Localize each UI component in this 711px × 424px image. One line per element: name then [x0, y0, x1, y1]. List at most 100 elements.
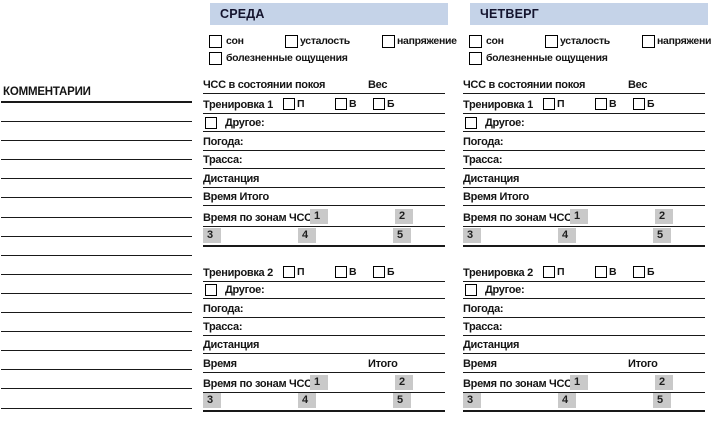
weather-label: Погода: — [203, 136, 244, 148]
training2-label: Тренировка 2 — [203, 267, 273, 279]
zone-4-box: 4 — [558, 228, 576, 243]
comment-line — [1, 198, 192, 218]
pain-label: болезненные ощущения — [486, 52, 608, 64]
pain-checkbox[interactable] — [469, 52, 482, 65]
tension-label: напряжение — [397, 35, 457, 47]
bike-checkbox[interactable] — [595, 98, 607, 110]
fatigue-label: усталость — [300, 35, 350, 47]
distance-row: Дистанция — [463, 169, 705, 188]
zone-3-box: 3 — [463, 228, 481, 243]
weight-label: Вес — [368, 79, 388, 91]
swim-label: П — [557, 266, 565, 278]
zone-2-box: 2 — [655, 375, 673, 390]
other-label: Другое: — [225, 284, 265, 296]
zone-1-box: 1 — [570, 375, 588, 390]
rest-hr-weight-row: ЧСС в состоянии покоя Вес — [463, 78, 705, 94]
tension-checkbox[interactable] — [642, 35, 655, 48]
run-checkbox[interactable] — [373, 98, 385, 110]
symptoms-row-2: болезненные ощущения — [203, 50, 445, 65]
swim-checkbox[interactable] — [283, 266, 295, 278]
comments-ruled-area — [1, 103, 192, 409]
time-total-row: Время Итого — [203, 188, 445, 206]
other-checkbox[interactable] — [205, 117, 217, 129]
run-checkbox[interactable] — [633, 266, 645, 278]
hr-zones-row-b: 3 4 5 — [203, 227, 445, 247]
training1-row: Тренировка 1 П В Б — [463, 94, 705, 114]
track-row: Трасса: — [463, 151, 705, 169]
zone-5-box: 5 — [393, 228, 411, 243]
track-row: Трасса: — [203, 151, 445, 169]
zone-2-box: 2 — [395, 375, 413, 390]
bike-checkbox[interactable] — [595, 266, 607, 278]
bike-label: В — [349, 98, 357, 110]
run-label: Б — [387, 266, 395, 278]
run-checkbox[interactable] — [633, 98, 645, 110]
swim-checkbox[interactable] — [283, 98, 295, 110]
time-total-row: Время Итого — [463, 188, 705, 206]
zone-2-box: 2 — [395, 209, 413, 224]
comment-line — [1, 275, 192, 294]
zone-3-box: 3 — [203, 228, 221, 243]
pain-label: болезненные ощущения — [226, 52, 348, 64]
zone-1-box: 1 — [310, 375, 328, 390]
zone-4-box: 4 — [298, 393, 316, 408]
zone-2-box: 2 — [655, 209, 673, 224]
other-checkbox[interactable] — [205, 284, 217, 296]
day-title: ЧЕТВЕРГ — [480, 7, 539, 21]
zone-3-box: 3 — [463, 393, 481, 408]
comment-line — [1, 294, 192, 314]
distance-row: Дистанция — [203, 169, 445, 188]
hr-zones-row-a: Время по зонам ЧСС 1 2 — [463, 373, 705, 393]
comments-title-underline — [1, 101, 192, 103]
swim-label: П — [297, 98, 305, 110]
weather-row: Погода: — [463, 132, 705, 151]
other-label: Другое: — [485, 284, 525, 296]
other-checkbox[interactable] — [465, 117, 477, 129]
sleep-checkbox[interactable] — [209, 35, 222, 48]
distance-label: Дистанция — [203, 173, 260, 185]
swim-checkbox[interactable] — [543, 98, 555, 110]
comment-line — [1, 160, 192, 180]
comment-line — [1, 370, 192, 390]
fatigue-checkbox[interactable] — [545, 35, 558, 48]
sleep-checkbox[interactable] — [469, 35, 482, 48]
distance-row: Дистанция — [463, 336, 705, 354]
swim-checkbox[interactable] — [543, 266, 555, 278]
comment-line — [1, 141, 192, 161]
bike-checkbox[interactable] — [335, 98, 347, 110]
bike-label: В — [349, 266, 357, 278]
hr-zones-label: Время по зонам ЧСС — [203, 212, 312, 224]
distance-label: Дистанция — [463, 173, 520, 185]
pain-checkbox[interactable] — [209, 52, 222, 65]
swim-label: П — [297, 266, 305, 278]
rest-hr-label: ЧСС в состоянии покоя — [203, 79, 326, 91]
tension-checkbox[interactable] — [382, 35, 395, 48]
comment-line — [1, 218, 192, 237]
zone-5-box: 5 — [653, 393, 671, 408]
weather-row: Погода: — [203, 132, 445, 151]
other-checkbox[interactable] — [465, 284, 477, 296]
zone-4-box: 4 — [298, 228, 316, 243]
run-checkbox[interactable] — [373, 266, 385, 278]
comment-line — [1, 237, 192, 256]
training2-row: Тренировка 2 П В Б — [203, 262, 445, 282]
comment-line — [1, 179, 192, 199]
fatigue-label: усталость — [560, 35, 610, 47]
comment-line — [1, 332, 192, 352]
other-row: Другое: — [203, 114, 445, 132]
other-label: Другое: — [485, 117, 525, 129]
hr-zones-row-b: 3 4 5 — [203, 393, 445, 412]
other-row: Другое: — [463, 114, 705, 132]
comment-line — [1, 256, 192, 275]
other-label: Другое: — [225, 117, 265, 129]
other-row: Другое: — [463, 282, 705, 299]
time-label: Время — [463, 358, 497, 370]
zone-5-box: 5 — [653, 228, 671, 243]
fatigue-checkbox[interactable] — [285, 35, 298, 48]
run-label: Б — [647, 98, 655, 110]
hr-zones-row-a: Время по зонам ЧСС 1 2 — [203, 206, 445, 227]
bike-checkbox[interactable] — [335, 266, 347, 278]
track-row: Трасса: — [203, 318, 445, 336]
time-label: Время — [203, 358, 237, 370]
